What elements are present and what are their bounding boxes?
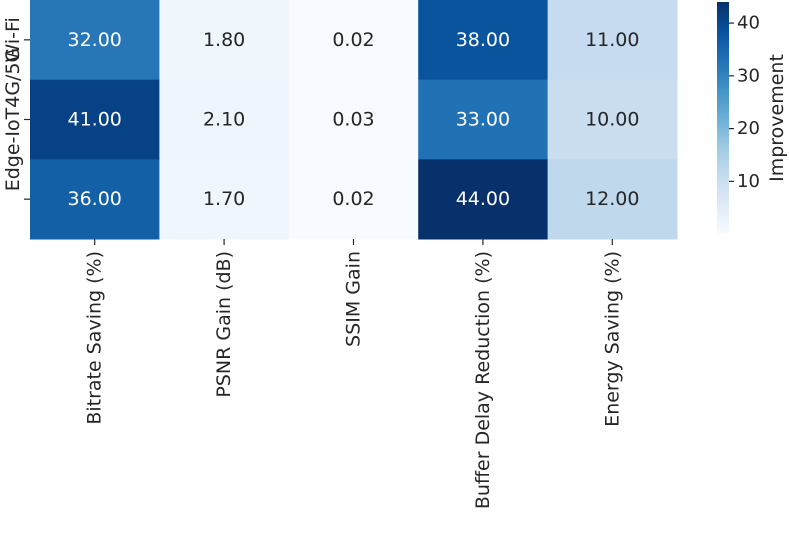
heatmap-cell — [547, 79, 678, 160]
y-tick-label: Wi-Fi — [2, 17, 24, 62]
cell-value-label: 36.00 — [67, 188, 121, 210]
cell-value-label: 10.00 — [585, 109, 639, 131]
colorbar-ticks: 10 20 30 40 — [729, 13, 760, 192]
colorbar-label: Improvement — [766, 54, 788, 182]
colorbar-tick-label: 10 — [737, 171, 760, 192]
x-tick-label: SSIM Gain — [343, 251, 365, 347]
cell-value-label: 0.02 — [332, 188, 374, 210]
cell-value-label: 2.10 — [203, 109, 245, 131]
heatmap-cell — [547, 0, 678, 81]
cell-value-label: 32.00 — [67, 29, 121, 51]
cell-value-label: 33.00 — [456, 109, 510, 131]
heatmap-cell — [159, 79, 290, 160]
heatmap-cell — [418, 159, 549, 240]
colorbar: 10 20 30 40 Improvement — [717, 2, 788, 234]
cell-value-label: 0.03 — [332, 109, 374, 131]
heatmap-cell — [547, 159, 678, 240]
x-tick-label: Energy Saving (%) — [601, 251, 623, 427]
cell-value-label: 12.00 — [585, 188, 639, 210]
colorbar-tick-label: 30 — [737, 65, 760, 86]
cell-value-label: 0.02 — [332, 29, 374, 51]
x-tick-label: PSNR Gain (dB) — [213, 251, 235, 398]
heatmap-cell — [30, 0, 160, 81]
heatmap-cell — [159, 0, 290, 81]
cell-value-label: 41.00 — [67, 109, 121, 131]
heatmap-cells — [30, 0, 678, 240]
heatmap-cell — [288, 0, 419, 81]
cell-value-label: 38.00 — [456, 29, 510, 51]
x-tick-label: Bitrate Saving (%) — [84, 251, 106, 425]
heatmap-cell — [418, 79, 549, 160]
x-tick-label: Buffer Delay Reduction (%) — [472, 251, 494, 509]
heatmap-cell — [418, 0, 549, 81]
heatmap-cell — [30, 79, 160, 160]
colorbar-tick-label: 40 — [737, 13, 760, 34]
cell-value-label: 44.00 — [456, 188, 510, 210]
x-axis-ticks: Bitrate Saving (%) PSNR Gain (dB) SSIM Gai… — [84, 239, 623, 509]
colorbar-gradient — [717, 2, 729, 234]
cell-value-label: 1.70 — [203, 188, 245, 210]
heatmap-cell-labels: 32.00 1.80 0.02 38.00 11.00 41.00 2.10 0.03 33.0… — [67, 29, 639, 210]
heatmap-cell — [30, 159, 160, 240]
y-tick-label: Edge-IoT4G/5G — [2, 48, 24, 192]
heatmap-cell — [288, 159, 419, 240]
heatmap-cell — [159, 159, 290, 240]
cell-value-label: 1.80 — [203, 29, 245, 51]
colorbar-tick-label: 20 — [737, 118, 760, 139]
heatmap-cell — [288, 79, 419, 160]
cell-value-label: 11.00 — [585, 29, 639, 51]
